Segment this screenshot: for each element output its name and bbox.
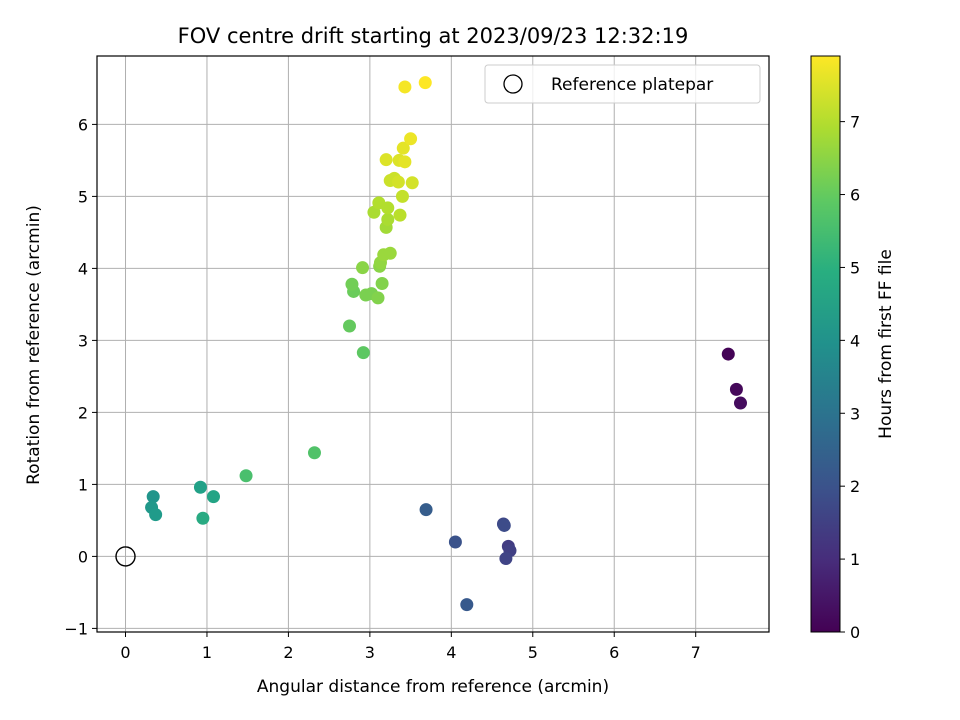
colorbar-tick-label: 3 bbox=[850, 404, 860, 423]
data-point bbox=[733, 396, 747, 410]
legend-entry-label: Reference platepar bbox=[551, 75, 713, 95]
data-point bbox=[146, 490, 160, 504]
x-tick-label: 1 bbox=[202, 643, 212, 662]
chart-title: FOV centre drift starting at 2023/09/23 … bbox=[178, 24, 689, 48]
y-tick-label: 3 bbox=[78, 331, 88, 350]
colorbar-tick-label: 7 bbox=[850, 113, 860, 132]
data-point bbox=[448, 535, 462, 549]
data-point bbox=[418, 76, 432, 90]
colorbar-ticks: 0 1 2 3 4 5 6 7 bbox=[840, 113, 860, 642]
data-point bbox=[419, 503, 433, 517]
data-point bbox=[345, 277, 359, 291]
data-point bbox=[371, 291, 385, 305]
x-tick-label: 5 bbox=[528, 643, 538, 662]
data-points bbox=[145, 76, 747, 612]
reference-marker-layer bbox=[115, 546, 136, 567]
colorbar-tick-label: 1 bbox=[850, 550, 860, 569]
colorbar-label: Hours from first FF file bbox=[876, 249, 896, 439]
legend: Reference platepar bbox=[484, 64, 761, 104]
colorbar-tick-label: 0 bbox=[850, 623, 860, 642]
data-point bbox=[356, 261, 370, 275]
data-point bbox=[343, 319, 357, 333]
colorbar-gradient bbox=[810, 55, 841, 633]
data-point bbox=[206, 490, 220, 504]
colorbar-tick-label: 6 bbox=[850, 186, 860, 205]
data-point bbox=[391, 175, 405, 189]
y-tick-label: −1 bbox=[64, 619, 88, 638]
y-axis-label: Rotation from reference (arcmin) bbox=[24, 205, 44, 485]
data-point bbox=[149, 508, 163, 522]
colorbar: 0 1 2 3 4 5 6 7 Hours from first FF file bbox=[810, 55, 896, 642]
x-tick-label: 4 bbox=[446, 643, 456, 662]
axes: 0 1 2 3 4 5 6 7 −1 0 1 2 3 4 5 6 bbox=[64, 55, 770, 662]
y-tick-label: 4 bbox=[78, 259, 88, 278]
legend-marker-icon bbox=[503, 74, 523, 94]
y-tick-label: 1 bbox=[78, 475, 88, 494]
data-point bbox=[395, 189, 409, 203]
grid bbox=[97, 56, 769, 632]
data-point bbox=[375, 277, 389, 291]
x-tick-label: 3 bbox=[365, 643, 375, 662]
reference-point-marker bbox=[115, 546, 136, 567]
data-point bbox=[398, 80, 412, 94]
data-point bbox=[497, 518, 511, 532]
data-point bbox=[499, 552, 513, 566]
legend-box bbox=[484, 64, 761, 104]
y-tick-label: 6 bbox=[78, 115, 88, 134]
data-point bbox=[379, 153, 393, 167]
data-point bbox=[721, 347, 735, 361]
y-tick-label: 0 bbox=[78, 547, 88, 566]
colorbar-tick-label: 2 bbox=[850, 477, 860, 496]
x-tick-label: 7 bbox=[691, 643, 701, 662]
data-point bbox=[239, 469, 253, 483]
x-tick-label: 6 bbox=[609, 643, 619, 662]
data-point bbox=[460, 598, 474, 612]
colorbar-tick-label: 5 bbox=[850, 258, 860, 277]
data-point bbox=[381, 212, 395, 226]
data-point bbox=[729, 382, 743, 396]
plot-frame bbox=[96, 55, 770, 633]
data-point bbox=[404, 132, 418, 146]
data-point bbox=[196, 511, 210, 525]
data-point bbox=[193, 480, 207, 494]
x-tick-label: 2 bbox=[283, 643, 293, 662]
data-point bbox=[381, 201, 395, 215]
data-point bbox=[393, 208, 407, 222]
data-point bbox=[307, 446, 321, 460]
y-tick-label: 2 bbox=[78, 403, 88, 422]
colorbar-tick-label: 4 bbox=[850, 331, 860, 350]
data-point bbox=[396, 141, 410, 155]
data-point bbox=[398, 155, 412, 169]
data-point bbox=[383, 246, 397, 260]
data-point bbox=[356, 346, 370, 360]
x-tick-label: 0 bbox=[120, 643, 130, 662]
y-tick-label: 5 bbox=[78, 187, 88, 206]
x-axis-label: Angular distance from reference (arcmin) bbox=[257, 677, 609, 697]
data-point bbox=[405, 176, 419, 190]
